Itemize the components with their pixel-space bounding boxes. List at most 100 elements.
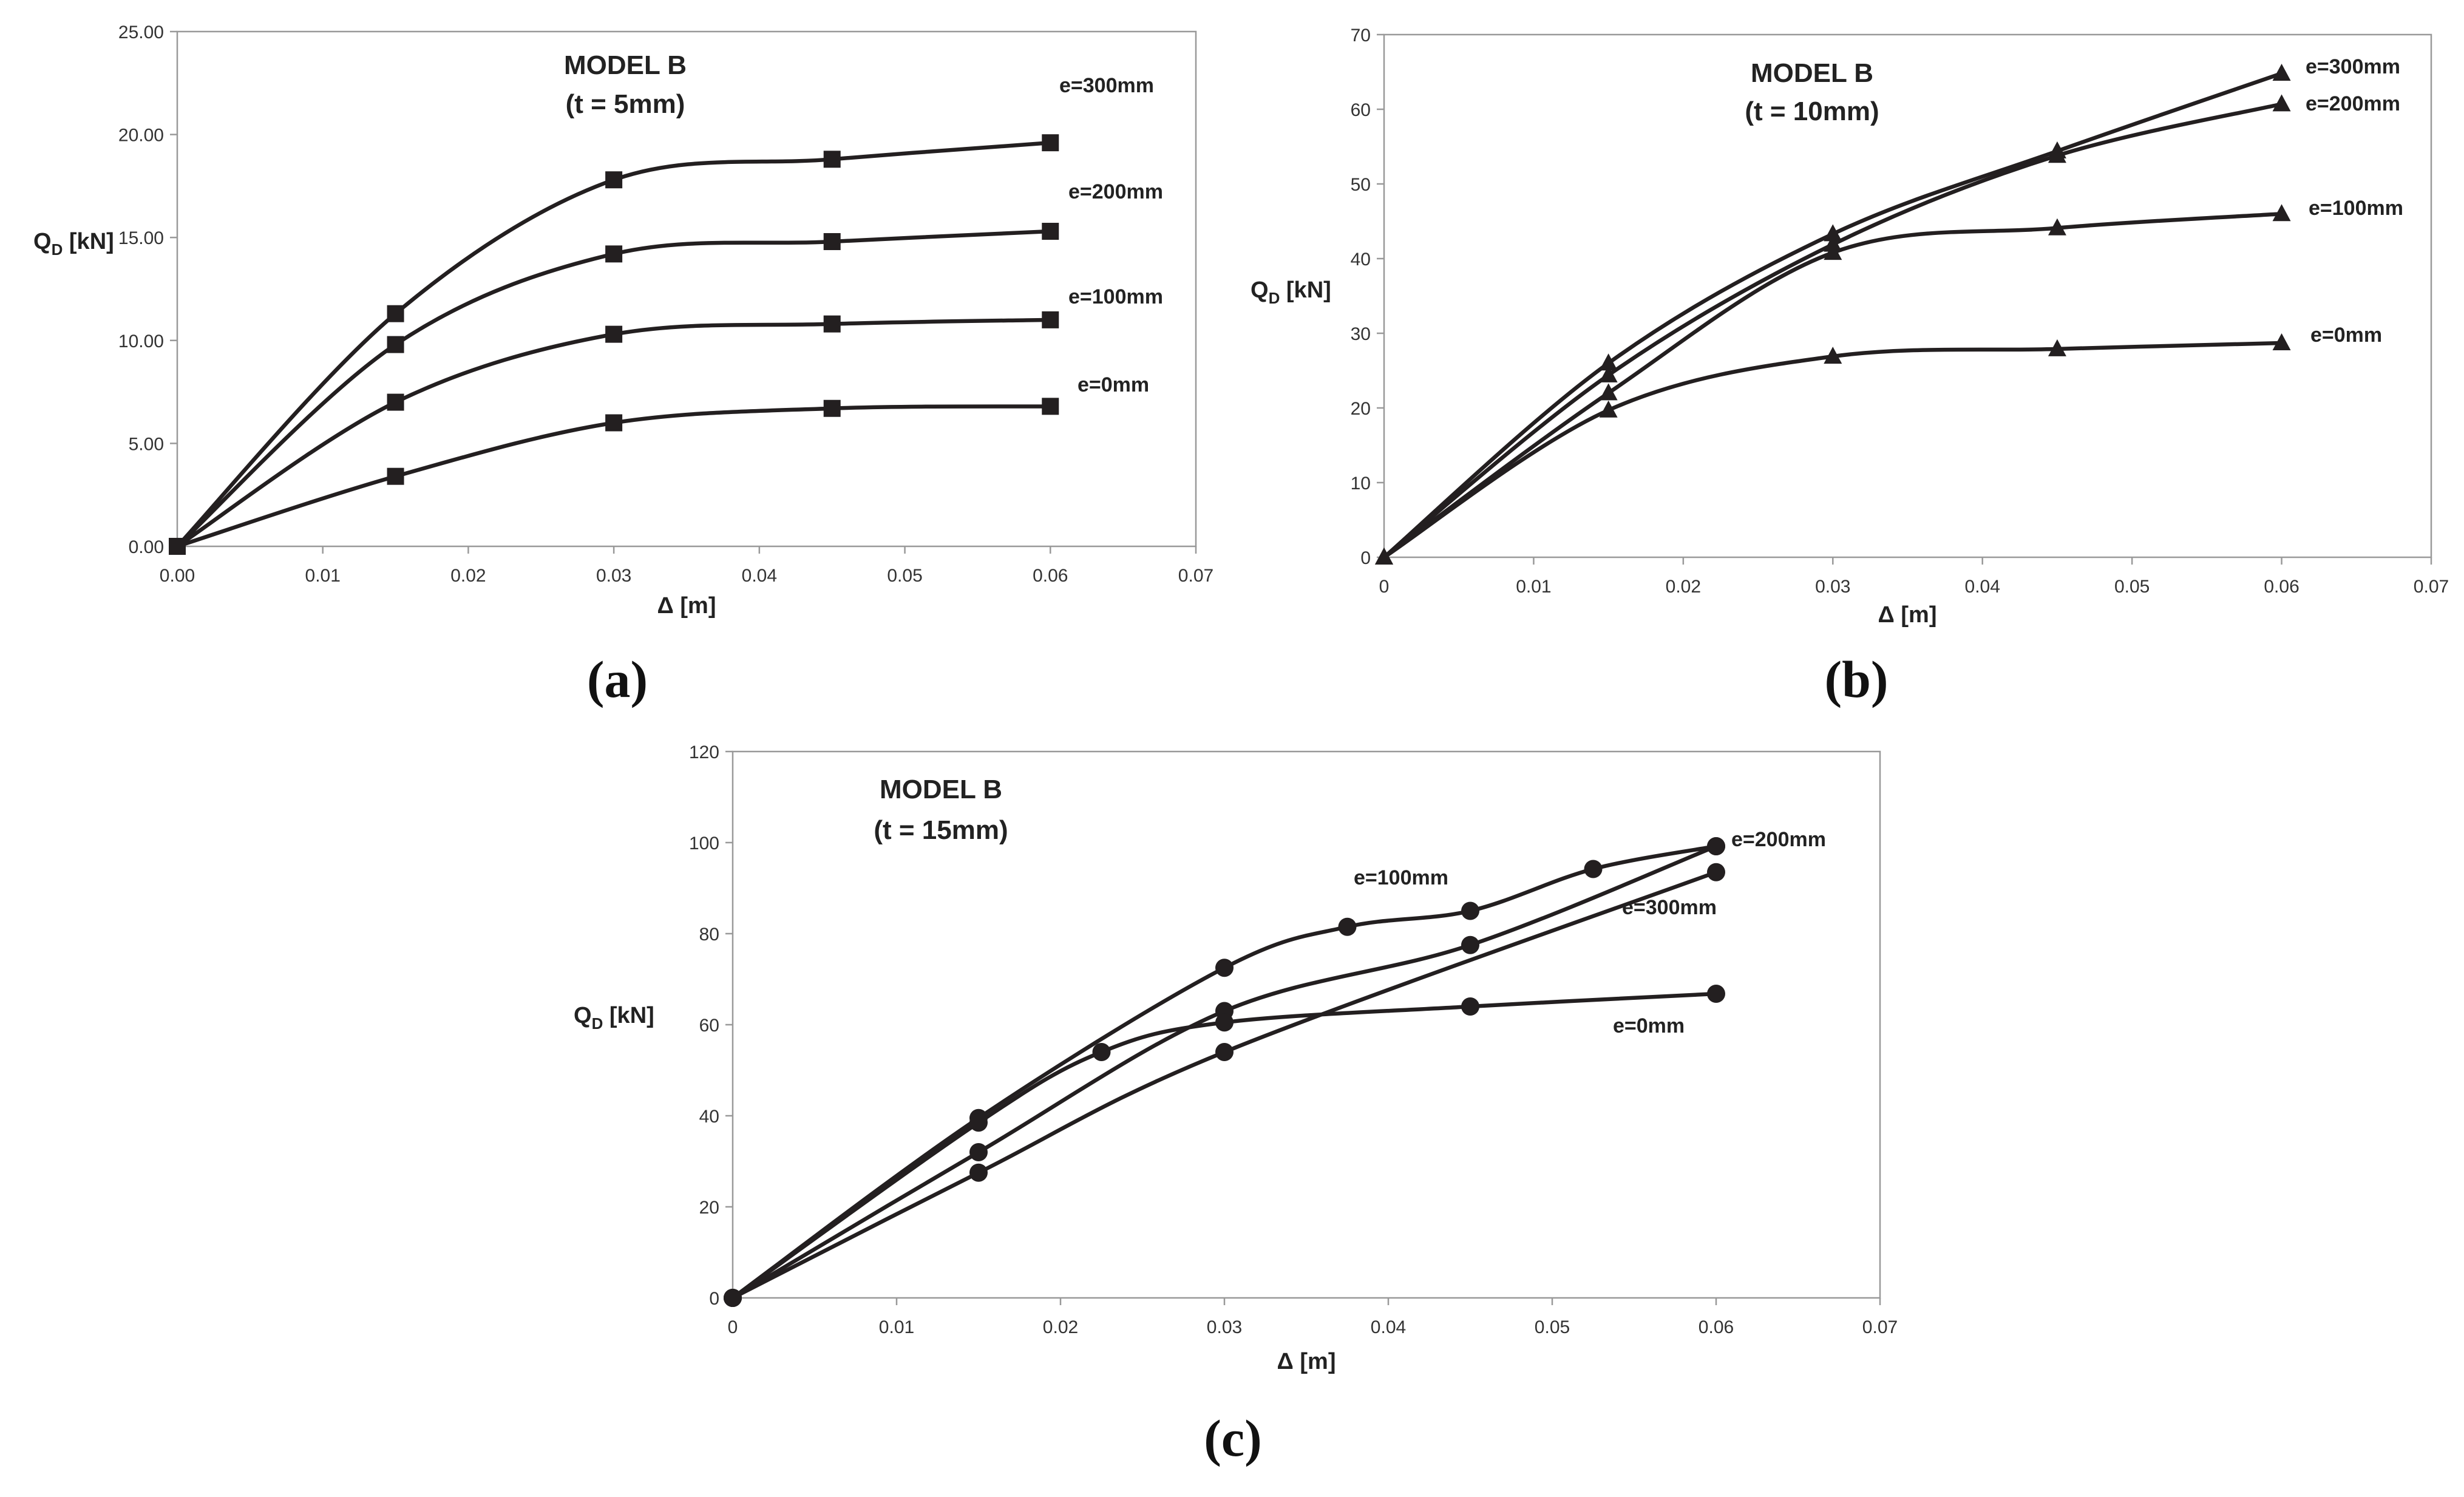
x-axis-title: Δ [m] [1277, 1349, 1336, 1374]
data-point [1461, 901, 1479, 920]
series-line [175, 317, 1053, 549]
x-tick-label: 0 [1379, 577, 1390, 597]
y-tick-label: 100 [689, 833, 719, 854]
series-e=300mm: e=300mm [724, 863, 1725, 1307]
x-tick-label: 0.03 [1815, 577, 1850, 597]
plot-area [1383, 33, 2432, 558]
series-label: e=100mm [1354, 866, 1448, 889]
x-tick-label: 0.01 [879, 1317, 914, 1337]
data-point [2272, 94, 2291, 112]
series-e=100mm: e=100mm [724, 837, 1725, 1307]
series-label: e=300mm [2306, 55, 2400, 78]
data-point [1461, 935, 1479, 954]
y-tick-label: 5.00 [129, 434, 164, 454]
series-line [1382, 211, 2284, 560]
panel-label: (c) [1204, 1409, 1261, 1467]
data-point [1599, 353, 1618, 371]
data-point [387, 467, 404, 485]
data-point [387, 393, 404, 411]
data-point [2048, 218, 2066, 236]
y-tick-label: 120 [689, 742, 719, 762]
series-label: e=200mm [1068, 180, 1163, 203]
x-axis-title: Δ [m] [1878, 602, 1937, 628]
y-tick-label: 10.00 [118, 331, 164, 351]
y-tick-label: 20.00 [118, 126, 164, 146]
series-e=200mm: e=200mm [1375, 92, 2400, 565]
data-point [1042, 134, 1059, 152]
y-axis-title: QD [kN] [33, 229, 114, 259]
y-tick-label: 50 [1351, 175, 1371, 195]
series-label: e=300mm [1622, 896, 1717, 919]
data-point [1824, 224, 1842, 242]
data-point [1042, 311, 1059, 328]
chart-subtitle: (t = 10mm) [1745, 97, 1879, 126]
x-tick-label: 0.03 [1207, 1317, 1242, 1337]
y-tick-label: 20 [699, 1198, 719, 1218]
y-tick-label: 10 [1351, 474, 1371, 494]
chart-panel-a: 0.00 0.01 0.02 0.03 0.04 0.05 0.06 0.07 0.00 5.00… [33, 22, 1213, 708]
data-point [969, 1113, 988, 1132]
data-point [1092, 1043, 1111, 1061]
series-label: e=100mm [2309, 197, 2403, 220]
x-tick-label: 0.06 [1699, 1317, 1734, 1337]
data-point [605, 245, 623, 263]
x-tick-label: 0.05 [2114, 577, 2150, 597]
data-point [1215, 959, 1234, 977]
data-point [605, 325, 623, 343]
series-line [730, 870, 1719, 1300]
data-point [1599, 365, 1618, 382]
series-line [175, 140, 1053, 549]
x-tick-label: 0 [728, 1317, 738, 1337]
x-tick-label: 0.04 [1371, 1317, 1406, 1337]
data-point [1707, 863, 1725, 881]
series-e=100mm: e=100mm [169, 285, 1163, 555]
data-point [1042, 223, 1059, 240]
series-line [730, 844, 1719, 1300]
series-label: e=200mm [2306, 92, 2400, 115]
chart-panel-c: 0 0.01 0.02 0.03 0.04 0.05 0.06 0.07 0 20 40 60 80 10… [574, 742, 1898, 1467]
y-axis-title: QD [kN] [1251, 277, 1331, 307]
series-e=0mm: e=0mm [1375, 324, 2382, 565]
data-point [969, 1163, 988, 1182]
y-tick-label: 60 [699, 1016, 719, 1036]
data-point [169, 538, 186, 555]
panel-label: (a) [587, 650, 648, 708]
x-tick-label: 0.05 [887, 566, 922, 586]
chart-title: MODEL B [880, 775, 1002, 804]
series-line [730, 991, 1719, 1300]
y-tick-label: 0 [1360, 548, 1371, 568]
series-e=300mm: e=300mm [1375, 55, 2400, 565]
data-point [387, 336, 404, 353]
y-tick-label: 0.00 [129, 537, 164, 557]
data-point [605, 414, 623, 432]
y-tick-label: 15.00 [118, 228, 164, 248]
y-tick-label: 40 [1351, 250, 1371, 270]
y-tick-label: 70 [1351, 25, 1371, 46]
data-point [1461, 997, 1479, 1016]
series-e=0mm: e=0mm [724, 985, 1725, 1307]
x-tick-label: 0.01 [305, 566, 341, 586]
x-tick-label: 0.05 [1535, 1317, 1570, 1337]
data-point [1707, 837, 1725, 855]
chart-title: MODEL B [1751, 58, 1873, 88]
x-tick-label: 0.06 [1033, 566, 1068, 586]
series-line [730, 844, 1719, 1300]
chart-panel-b: 0 0.01 0.02 0.03 0.04 0.05 0.06 0.07 0 10 20 30 40 50… [1251, 25, 2449, 708]
data-point [387, 305, 404, 322]
data-point [823, 399, 841, 417]
data-point [605, 171, 623, 189]
data-point [1042, 398, 1059, 415]
x-tick-label: 0.07 [2414, 577, 2449, 597]
series-line [175, 229, 1053, 549]
x-tick-label: 0.00 [160, 566, 195, 586]
y-tick-label: 0 [709, 1289, 719, 1309]
data-point [1707, 985, 1725, 1003]
series-e=100mm: e=100mm [1375, 197, 2403, 565]
data-point [1599, 383, 1618, 401]
series-line [1382, 102, 2284, 560]
y-tick-label: 40 [699, 1107, 719, 1127]
x-tick-label: 0.07 [1862, 1317, 1898, 1337]
y-tick-label: 80 [699, 925, 719, 945]
data-point [2048, 146, 2066, 163]
